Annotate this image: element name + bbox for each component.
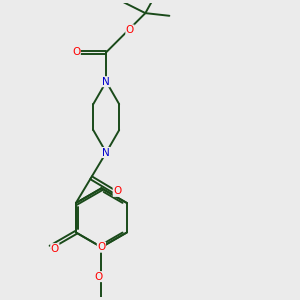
Text: O: O [126,25,134,35]
Text: O: O [94,272,103,282]
Text: O: O [72,47,80,57]
Text: N: N [102,77,110,87]
Text: O: O [113,186,122,197]
Text: O: O [51,244,59,254]
Text: N: N [102,148,110,158]
Text: O: O [97,242,106,252]
Text: N: N [102,148,110,158]
